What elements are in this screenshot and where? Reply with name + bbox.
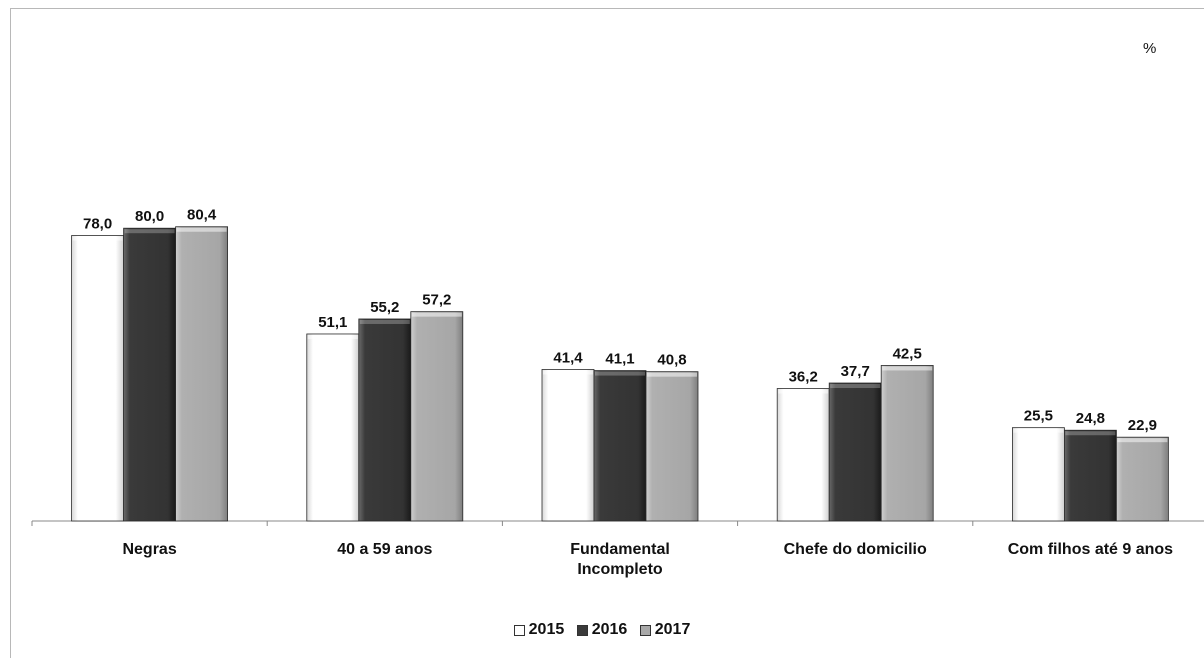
bar-bevel <box>1013 428 1064 433</box>
legend-label-2016: 2016 <box>591 621 628 638</box>
legend-item-2016: 2016 <box>576 621 628 639</box>
data-label: 80,0 <box>135 208 164 225</box>
bar-bevel <box>124 229 175 234</box>
data-label: 25,5 <box>1024 408 1053 425</box>
legend-swatch-2017 <box>639 624 651 636</box>
bar-2015-1 <box>306 333 360 522</box>
data-label: 51,1 <box>318 314 347 331</box>
legend: 2015 2016 2017 <box>0 621 1204 641</box>
category-label: Incompleto <box>577 561 663 578</box>
legend-label-2017: 2017 <box>654 621 691 638</box>
bar-2017-1 <box>410 311 464 522</box>
legend-item-2017: 2017 <box>639 621 691 639</box>
legend-swatch-2015 <box>513 624 525 636</box>
bar-2016-0 <box>123 227 176 522</box>
data-label: 37,7 <box>841 363 870 380</box>
bar-2015-4 <box>1012 427 1065 522</box>
data-label: 41,1 <box>605 351 634 368</box>
category-label: Com filhos até 9 anos <box>1008 541 1173 558</box>
bar-2016-4 <box>1064 429 1117 522</box>
chart-frame <box>10 8 1204 658</box>
data-label: 57,2 <box>422 292 451 309</box>
bar-2015-0 <box>71 235 124 522</box>
data-label: 40,8 <box>657 352 686 369</box>
data-label: 24,8 <box>1076 410 1105 427</box>
bar-bevel <box>1117 438 1168 443</box>
data-label: 41,4 <box>553 349 583 366</box>
category-label: Negras <box>122 541 176 558</box>
bar-bevel <box>830 384 881 389</box>
legend-item-2015: 2015 <box>513 621 565 639</box>
data-label: 22,9 <box>1128 417 1157 434</box>
data-label: 42,5 <box>893 345 922 362</box>
legend-label-2015: 2015 <box>528 621 565 638</box>
bar-bevel <box>411 312 462 317</box>
bar-bevel <box>543 370 593 375</box>
bar-bevel <box>359 319 410 324</box>
bar-2015-3 <box>776 388 830 522</box>
unit-label: % <box>1143 40 1157 57</box>
bar-2017-4 <box>1116 436 1169 522</box>
data-label: 78,0 <box>83 216 112 233</box>
bar-bevel <box>595 371 645 376</box>
category-label: Chefe do domicilio <box>784 541 927 558</box>
bar-bevel <box>778 389 829 394</box>
bar-bevel <box>882 366 933 371</box>
legend-swatch-2016 <box>576 624 588 636</box>
bar-2017-2 <box>645 371 699 522</box>
bar-2016-3 <box>828 382 882 522</box>
bar-2017-0 <box>175 226 229 522</box>
bar-2016-1 <box>358 318 412 522</box>
bar-bevel <box>176 227 227 232</box>
data-label: 80,4 <box>187 207 217 224</box>
bar-2016-2 <box>593 370 647 522</box>
bar-2017-3 <box>880 365 934 522</box>
category-label: 40 a 59 anos <box>337 541 432 558</box>
bar-bevel <box>1065 431 1116 436</box>
category-label: Fundamental <box>570 541 670 558</box>
bar-bevel <box>72 236 123 241</box>
data-label: 36,2 <box>789 369 818 386</box>
data-label: 55,2 <box>370 299 399 316</box>
bar-2015-2 <box>541 369 595 522</box>
bar-bevel <box>647 372 697 377</box>
bar-bevel <box>307 334 358 339</box>
